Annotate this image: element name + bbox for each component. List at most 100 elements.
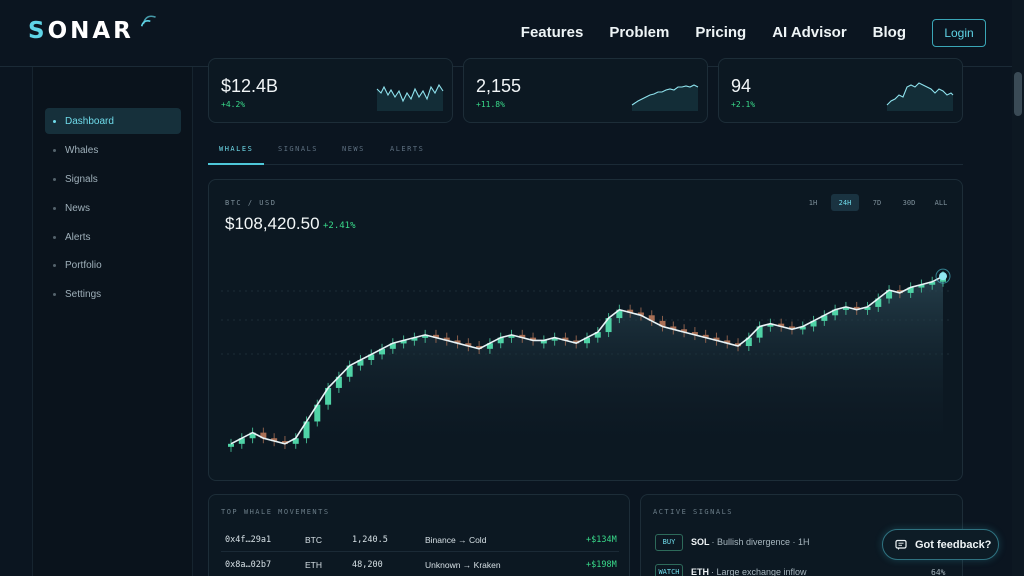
signal-row[interactable]: BUY SOL · Bullish divergence · 1H — [655, 533, 810, 551]
candle-body — [281, 441, 288, 445]
dashboard-tabs: WHALES SIGNALS NEWS ALERTS — [208, 137, 963, 165]
candle-body — [357, 360, 364, 366]
sidebar-item-news[interactable]: News — [45, 195, 181, 221]
candle-body — [335, 376, 342, 388]
candle-body — [368, 354, 375, 360]
scrollbar-thumb[interactable] — [1014, 72, 1022, 116]
candle-body — [853, 306, 860, 310]
stat-value: 2,155 — [476, 76, 522, 96]
tab-whales[interactable]: WHALES — [219, 145, 254, 153]
candle-body — [422, 334, 429, 338]
panel-title: ACTIVE SIGNALS — [653, 508, 734, 516]
candle-body — [864, 306, 871, 310]
feedback-button[interactable]: Got feedback? — [882, 529, 999, 560]
candle-body — [627, 309, 634, 313]
candle-body — [346, 365, 353, 377]
stat-value: $12.4B — [221, 76, 279, 96]
sparkline — [631, 84, 699, 111]
candle-body — [735, 343, 742, 347]
panel-title: TOP WHALE MOVEMENTS — [221, 508, 330, 516]
tab-news[interactable]: NEWS — [342, 145, 365, 153]
dot-icon — [53, 119, 56, 123]
nav-features[interactable]: Features — [520, 24, 584, 41]
stat-change: +4.2% — [221, 100, 246, 109]
whale-address: 0x4f…29a1 — [225, 535, 272, 545]
signal-description: · Bullish divergence · 1H — [711, 537, 810, 547]
candle-body — [918, 284, 925, 288]
price-chart[interactable] — [209, 180, 963, 481]
range-30d[interactable]: 30D — [902, 198, 916, 207]
range-1h[interactable]: 1H — [808, 198, 818, 207]
sparkline — [886, 82, 954, 111]
sidebar-item-whales[interactable]: Whales — [45, 137, 181, 163]
candle-body — [325, 387, 332, 405]
whale-movements-panel: TOP WHALE MOVEMENTS 0x4f…29a1 BTC 1,240.… — [208, 494, 630, 576]
tab-signals[interactable]: SIGNALS — [278, 145, 319, 153]
whale-amount: 1,240.5 — [352, 535, 388, 545]
candle-body — [260, 432, 267, 439]
candle-body — [767, 323, 774, 327]
candle-body — [249, 432, 256, 439]
candle-body — [713, 337, 720, 341]
candle-body — [788, 326, 795, 330]
stat-card-whales: 2,155 +11.8% — [463, 58, 708, 123]
signal-row[interactable]: WATCH ETH · Large exchange inflow — [655, 563, 807, 576]
nav-blog[interactable]: Blog — [872, 24, 906, 41]
candle-body — [443, 337, 450, 341]
dot-icon — [53, 148, 56, 152]
table-row[interactable]: 0x4f…29a1 BTC 1,240.5 Binance → Cold +$1… — [221, 528, 619, 552]
candle-body — [724, 340, 731, 344]
time-range-selector: 1H 24H 7D 30D ALL — [799, 194, 955, 211]
sidebar-item-portfolio[interactable]: Portfolio — [45, 252, 181, 278]
tab-alerts[interactable]: ALERTS — [390, 145, 425, 153]
whale-route: Binance → Cold — [425, 535, 487, 545]
whale-amount: 48,200 — [352, 560, 383, 570]
sidebar-item-alerts[interactable]: Alerts — [45, 224, 181, 250]
login-button[interactable]: Login — [932, 19, 986, 47]
range-24h[interactable]: 24H — [831, 194, 859, 211]
candle-body — [228, 443, 234, 447]
candle-body — [637, 312, 644, 316]
active-tab-indicator — [208, 163, 264, 165]
candle-body — [821, 315, 828, 321]
nav-problem[interactable]: Problem — [609, 24, 670, 41]
sidebar-item-signals[interactable]: Signals — [45, 166, 181, 192]
candle-body — [238, 438, 245, 444]
candle-body — [573, 340, 580, 344]
candle-body — [681, 329, 688, 333]
candle-body — [400, 340, 407, 344]
stat-value: 94 — [731, 76, 752, 96]
table-row[interactable]: 0x8a…02b7 ETH 48,200 Unknown → Kraken +$… — [221, 553, 619, 576]
range-all[interactable]: ALL — [934, 198, 948, 207]
nav-pricing[interactable]: Pricing — [695, 24, 747, 41]
candle-body — [616, 309, 623, 319]
candle-body — [562, 337, 569, 341]
candle-body — [702, 334, 709, 338]
candle-body — [292, 438, 299, 444]
trading-pair: BTC / USD — [225, 199, 277, 207]
dot-icon — [53, 206, 56, 210]
sidebar-item-settings[interactable]: Settings — [45, 281, 181, 307]
logo[interactable]: SONAR — [28, 15, 156, 44]
candle-body — [432, 334, 439, 338]
candle-body — [778, 323, 785, 327]
candle-body — [605, 318, 612, 333]
signal-symbol: SOL — [691, 537, 710, 547]
candle-body — [832, 309, 839, 316]
page-scrollbar[interactable] — [1012, 0, 1024, 576]
nav-ai-advisor[interactable]: AI Advisor — [772, 24, 847, 41]
candle-body — [476, 346, 483, 350]
candle-body — [271, 438, 278, 442]
range-7d[interactable]: 7D — [872, 198, 882, 207]
candle-body — [540, 340, 547, 344]
candle-body — [508, 334, 515, 338]
price-area — [231, 276, 943, 455]
stat-change: +11.8% — [476, 100, 505, 109]
candle-body — [896, 290, 903, 294]
row-divider — [221, 551, 619, 552]
candle-body — [670, 326, 677, 330]
nav-links: Features Problem Pricing AI Advisor Blog — [521, 24, 906, 41]
sidebar-item-dashboard[interactable]: Dashboard — [45, 108, 181, 134]
candle-body — [389, 343, 396, 349]
signal-symbol: ETH — [691, 567, 709, 576]
